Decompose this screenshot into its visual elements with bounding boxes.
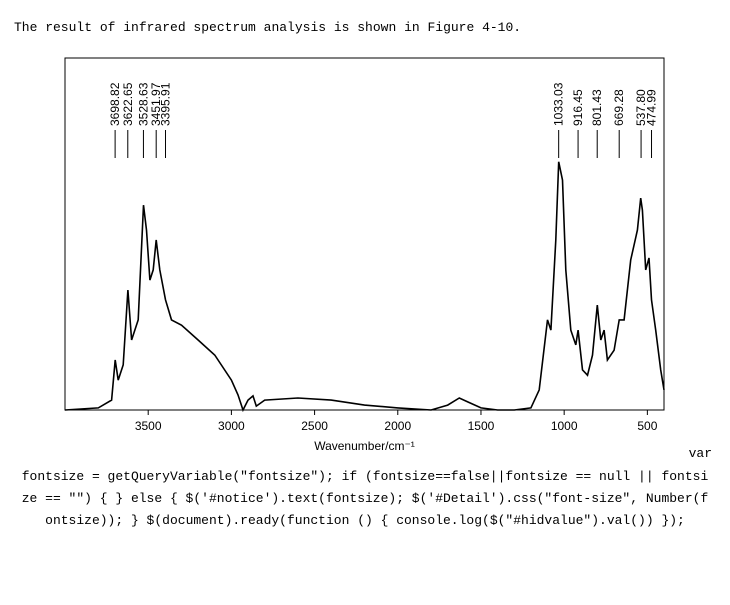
peak-label: 801.43 <box>590 89 604 126</box>
peak-label: 3698.82 <box>108 82 122 126</box>
x-tick-label: 2000 <box>384 419 411 433</box>
peak-label: 3451.97 <box>149 82 163 126</box>
chart: 3500 3000 2500 2000 1500 1000 500 Wavenumber/cm… <box>64 57 665 450</box>
code-lead: var <box>688 446 712 461</box>
peak-label: 474.99 <box>645 89 659 126</box>
peak-label: 3395.91 <box>159 82 173 126</box>
peak-label: 3528.63 <box>136 82 150 126</box>
x-tick-label: 500 <box>637 419 657 433</box>
plot-frame <box>64 57 665 411</box>
x-tick-label: 1500 <box>468 419 495 433</box>
x-tick-label: 3500 <box>135 419 162 433</box>
peak-label: 916.45 <box>571 89 585 126</box>
x-tick-label: 3000 <box>218 419 245 433</box>
x-tick-label: 2500 <box>301 419 328 433</box>
code-text: fontsize = getQueryVariable("fontsize");… <box>21 469 709 528</box>
peak-label: 1033.03 <box>552 82 566 126</box>
peak-label: 3622.65 <box>121 82 135 126</box>
peak-label: 669.28 <box>612 89 626 126</box>
intro-text: The result of infrared spectrum analysis… <box>14 20 522 35</box>
peak-label: 537.80 <box>634 89 648 126</box>
x-axis-label: Wavenumber/cm⁻¹ <box>314 439 415 450</box>
spectrum-line <box>64 161 665 413</box>
x-tick-label: 1000 <box>551 419 578 433</box>
